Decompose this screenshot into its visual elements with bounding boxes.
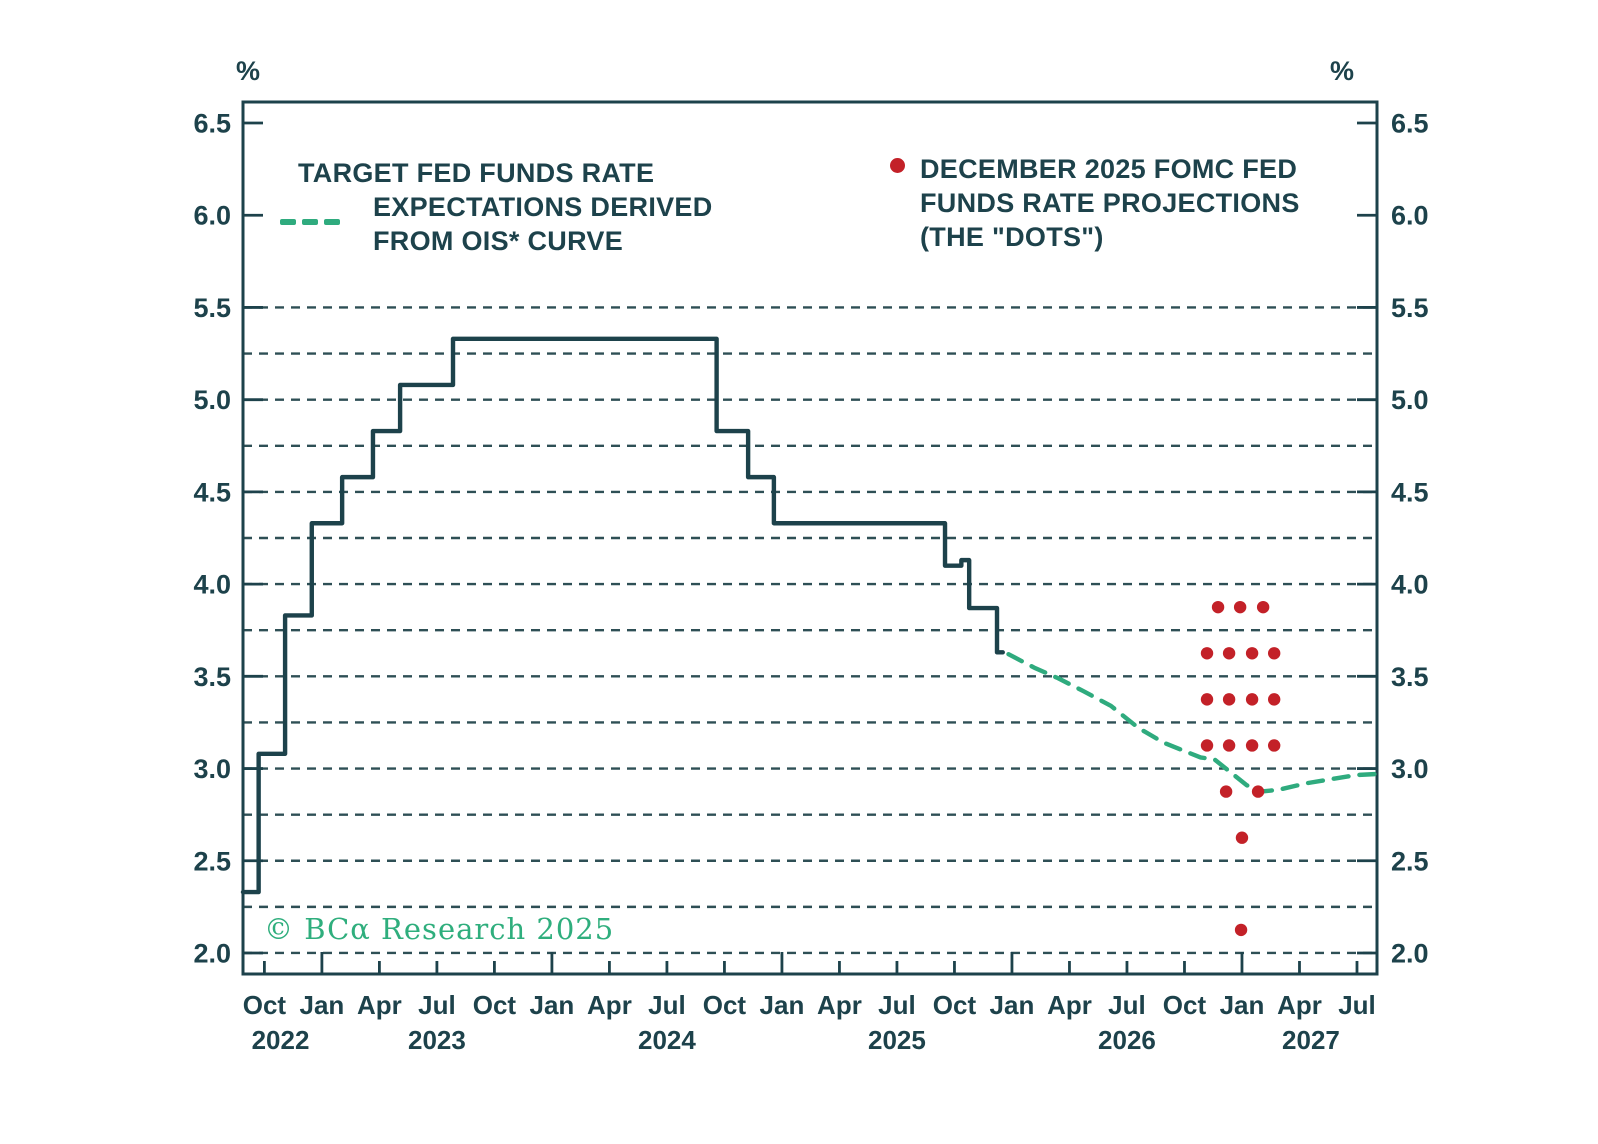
y-axis-label-right: 2.5 — [1391, 846, 1429, 876]
x-axis-month-label: Jan — [990, 990, 1035, 1020]
y-axis-label-left: 2.5 — [193, 846, 231, 876]
y-axis-label-right: 2.0 — [1391, 938, 1429, 968]
y-axis-label-left: 5.5 — [193, 293, 231, 323]
x-axis-month-label: Apr — [357, 990, 402, 1020]
y-axis-label-right: 5.5 — [1391, 293, 1429, 323]
y-axis-unit-right: % — [1330, 56, 1355, 86]
y-axis-label-left: 3.0 — [193, 754, 231, 784]
x-axis-month-label: Oct — [933, 990, 977, 1020]
fomc-dot — [1267, 739, 1281, 752]
plot-frame — [241, 100, 1379, 976]
y-axis-label-right: 5.0 — [1391, 385, 1429, 415]
y-axis-unit-left: % — [236, 56, 261, 86]
y-axis-label-left: 6.5 — [193, 109, 231, 139]
legend-ois-line2: EXPECTATIONS DERIVED — [373, 192, 713, 222]
x-axis-month-label: Apr — [1277, 990, 1322, 1020]
y-axis-label-left: 5.0 — [193, 385, 231, 415]
legend-dots-line1: DECEMBER 2025 FOMC FED — [920, 154, 1298, 184]
x-axis-year-label: 2027 — [1282, 1025, 1340, 1055]
fomc-dot — [1256, 600, 1270, 614]
legend-fomc-dots: DECEMBER 2025 FOMC FED FUNDS RATE PROJEC… — [890, 152, 1300, 254]
fomc-dot — [1200, 739, 1214, 752]
x-axis-month-label: Jul — [1108, 990, 1146, 1020]
x-axis-month-label: Apr — [1047, 990, 1092, 1020]
fomc-dot — [1245, 739, 1259, 752]
x-axis-month-label: Jan — [760, 990, 805, 1020]
fomc-dot — [1222, 739, 1236, 752]
x-axis-month-label: Oct — [703, 990, 747, 1020]
x-axis-year-label: 2026 — [1098, 1025, 1156, 1055]
y-axis-label-right: 6.0 — [1391, 201, 1429, 231]
x-axis-month-label: Apr — [587, 990, 632, 1020]
fomc-dot — [1234, 923, 1248, 937]
x-axis-month-label: Jul — [1338, 990, 1376, 1020]
x-axis-month-label: Jan — [1220, 990, 1265, 1020]
y-axis-label-right: 4.5 — [1391, 477, 1429, 507]
fomc-dot — [1245, 693, 1259, 706]
x-axis-month-label: Jan — [530, 990, 575, 1020]
fomc-dot — [1200, 693, 1214, 706]
bca-research-watermark: © BCα Research 2025 — [264, 912, 615, 946]
x-axis-year-label: 2025 — [868, 1025, 926, 1055]
fomc-dot — [1200, 647, 1214, 660]
fomc-dot — [1219, 785, 1233, 798]
x-axis-year-label: 2023 — [408, 1025, 466, 1055]
legend-dots-line3: (THE "DOTS") — [920, 222, 1104, 252]
x-axis-month-label: Oct — [243, 990, 287, 1020]
legend-dots-line2: FUNDS RATE PROJECTIONS — [920, 188, 1300, 218]
y-axis-label-left: 4.5 — [193, 477, 231, 507]
y-axis-label-left: 3.5 — [193, 662, 231, 692]
fomc-dot — [1235, 831, 1249, 844]
y-axis-label-right: 4.0 — [1391, 570, 1429, 600]
fomc-dot — [1222, 693, 1236, 706]
y-axis-label-left: 6.0 — [193, 201, 231, 231]
x-axis-month-label: Jul — [648, 990, 686, 1020]
x-axis-month-label: Jan — [299, 990, 344, 1020]
legend-ois-expectations: TARGET FED FUNDS RATE EXPECTATIONS DERIV… — [280, 156, 713, 258]
y-axis-label-right: 3.5 — [1391, 662, 1429, 692]
y-axis-label-left: 2.0 — [193, 938, 231, 968]
x-axis-year-label: 2024 — [638, 1025, 696, 1055]
x-axis-month-label: Oct — [1163, 990, 1207, 1020]
fomc-dot — [1267, 693, 1281, 706]
x-axis-month-label: Jul — [418, 990, 456, 1020]
fomc-dot — [1211, 600, 1225, 614]
fomc-dot — [1222, 647, 1236, 660]
red-dot-marker-icon — [890, 158, 905, 173]
x-axis-month-label: Apr — [817, 990, 862, 1020]
fomc-dot — [1233, 600, 1247, 614]
legend-ois-line3: FROM OIS* CURVE — [373, 226, 624, 256]
y-axis-label-left: 4.0 — [193, 570, 231, 600]
x-axis-month-label: Oct — [473, 990, 517, 1020]
dashed-line-marker-icon — [280, 219, 342, 225]
target-rate-step-line — [240, 336, 1005, 895]
legend-ois-line1: TARGET FED FUNDS RATE — [298, 158, 655, 188]
x-axis-year-label: 2022 — [252, 1025, 310, 1055]
fomc-dot — [1267, 647, 1281, 660]
fomc-dot — [1251, 785, 1265, 798]
x-axis-month-label: Jul — [878, 990, 916, 1020]
fomc-dot — [1245, 647, 1259, 660]
ois-expectations-dashed-line — [1006, 651, 1378, 794]
y-axis-label-right: 6.5 — [1391, 109, 1429, 139]
y-axis-label-right: 3.0 — [1391, 754, 1429, 784]
